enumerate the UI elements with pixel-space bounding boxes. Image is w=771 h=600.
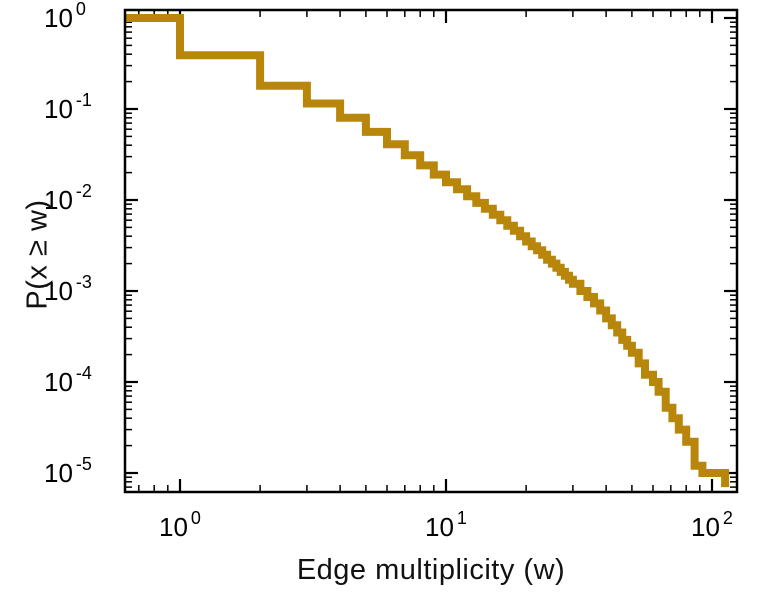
axis-ticks <box>125 10 737 492</box>
x-tick-label: 10 2 <box>691 508 733 542</box>
y-tick-label: 10 -5 <box>44 454 92 488</box>
y-tick-label: 10 -1 <box>44 90 92 124</box>
plot-frame <box>123 8 739 494</box>
ccdf-curve <box>125 14 730 488</box>
y-tick-label: 10 -2 <box>44 181 92 215</box>
y-axis-title: P(x ≥ w) <box>21 199 54 310</box>
x-tick-label: 10 0 <box>159 508 201 542</box>
tick-labels: 10 0 10 1 10 2 10 0 10 -1 10 -2 10 -3 10 -4 10 -5 <box>44 0 733 542</box>
y-tick-label: 10 -3 <box>44 272 92 306</box>
y-tick-label: 10 -4 <box>44 363 92 397</box>
x-axis-title: Edge multiplicity (w) <box>296 554 566 586</box>
x-tick-label: 10 1 <box>425 508 467 542</box>
y-tick-label: 10 0 <box>44 0 86 33</box>
